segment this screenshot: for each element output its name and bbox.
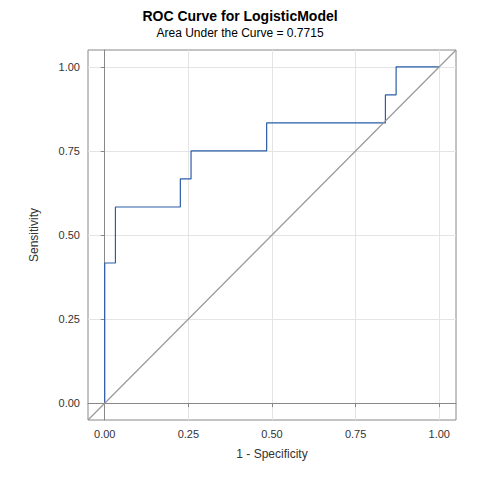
svg-text:1.00: 1.00	[59, 61, 80, 73]
svg-text:1.00: 1.00	[429, 428, 450, 440]
svg-text:0.50: 0.50	[261, 428, 282, 440]
svg-text:0.00: 0.00	[94, 428, 115, 440]
svg-text:0.25: 0.25	[178, 428, 199, 440]
svg-text:0.75: 0.75	[345, 428, 366, 440]
svg-text:1 - Specificity: 1 - Specificity	[236, 447, 307, 461]
svg-text:Sensitivity: Sensitivity	[27, 208, 41, 262]
svg-text:ROC Curve for LogisticModel: ROC Curve for LogisticModel	[142, 8, 337, 24]
svg-text:0.75: 0.75	[59, 145, 80, 157]
svg-text:0.25: 0.25	[59, 313, 80, 325]
svg-text:0.50: 0.50	[59, 229, 80, 241]
svg-text:Area Under the Curve = 0.7715: Area Under the Curve = 0.7715	[156, 26, 323, 40]
svg-text:0.00: 0.00	[59, 397, 80, 409]
